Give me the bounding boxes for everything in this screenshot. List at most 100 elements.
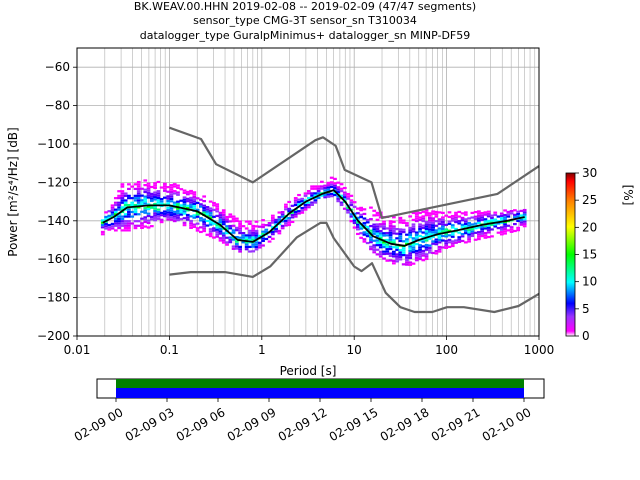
psd-cell [411,218,416,221]
psd-cell [395,253,399,256]
psd-cell [434,210,439,214]
psd-cell [179,213,184,216]
psd-cell [441,239,445,242]
psd-cell [231,217,236,220]
psd-cell [513,209,517,212]
psd-cell [378,250,383,253]
psd-cell [153,193,157,196]
psd-cell [421,210,426,213]
psd-cell [303,208,308,211]
psd-cell [437,236,442,239]
psd-cell [248,234,252,237]
psd-cell [336,200,341,203]
psd-cell [313,192,318,195]
psd-cell [192,193,197,196]
psd-cell [408,247,413,250]
psd-cell [346,209,350,212]
psd-cell [424,244,429,247]
psd-cell [104,211,108,214]
psd-cell [113,213,118,216]
psd-cell [127,215,131,218]
psd-cell [339,187,344,190]
psd-cell [303,206,308,209]
psd-cell [218,232,223,235]
psd-cell [408,245,413,248]
psd-cell [277,211,282,214]
psd-cell [218,216,223,219]
psd-cell [267,222,272,225]
psd-cell [127,197,131,200]
psd-cell [352,201,357,204]
psd-cell [477,233,481,236]
psd-cell [215,210,220,213]
psd-cell [113,222,118,225]
psd-cell [169,193,174,196]
psd-cell [424,209,429,212]
psd-cell [120,220,125,223]
psd-cell [130,210,135,214]
psd-cell [378,236,383,240]
psd-cell [467,240,471,243]
psd-cell [113,203,118,207]
psd-cell [444,239,449,243]
psd-cell [277,229,282,233]
psd-cell [391,253,396,256]
psd-cell [434,215,439,218]
psd-cell [378,232,383,235]
psd-cell [228,227,233,230]
psd-cell [166,213,171,216]
psd-cell [447,241,452,244]
psd-cell [208,221,213,224]
psd-cell [499,214,504,217]
psd-cell [172,185,177,188]
psd-cell [490,214,494,217]
psd-cell [460,239,465,243]
psd-cell [486,226,491,229]
psd-cell [195,208,200,211]
psd-cell [208,207,213,210]
psd-cell [382,232,386,235]
psd-cell [320,194,324,197]
psd-cell [414,219,419,223]
y-tick-label: −100 [37,137,70,151]
psd-cell [133,183,138,186]
psd-cell [378,230,383,233]
psd-cell [398,235,403,238]
psd-cell [146,191,151,195]
chart-title-line3: datalogger_type GuralpMinimus+ datalogge… [140,29,471,42]
psd-cell [205,212,210,216]
psd-cell [418,227,422,231]
psd-cell [153,191,157,194]
psd-cell [185,190,190,194]
psd-cell [127,226,131,230]
psd-cell [493,225,498,228]
psd-cell [149,197,154,200]
psd-cell [234,242,239,246]
psd-cell [329,192,334,195]
psd-cell [421,217,426,220]
psd-cell [251,243,256,246]
psd-cell [385,250,390,253]
psd-cell [297,210,301,213]
psd-cell [176,191,180,194]
psd-cell [480,225,485,228]
psd-cell [493,211,498,214]
psd-cell [499,219,504,222]
psd-cell [130,215,135,218]
psd-cell [225,243,229,246]
psd-cell [163,210,167,213]
psd-cell [359,206,364,209]
psd-cell [182,212,187,215]
psd-cell [441,234,445,238]
psd-cell [414,238,419,241]
psd-cell [398,239,403,243]
psd-cell [231,215,236,218]
psd-cell [192,195,197,199]
psd-cell [434,220,439,223]
psd-cell [509,212,514,215]
psd-cell [339,190,344,193]
psd-cell [513,229,517,233]
psd-cell [300,200,305,203]
psd-cell [480,218,485,222]
psd-cell [359,225,364,228]
